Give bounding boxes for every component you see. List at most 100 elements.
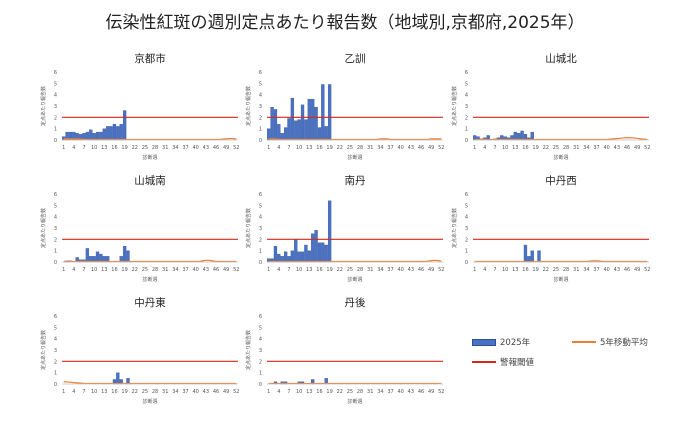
bar: [85, 131, 90, 141]
x-tick-label: 40: [193, 267, 199, 273]
y-tick-label: 4: [259, 337, 262, 343]
bar: [327, 200, 332, 263]
x-tick-label: 31: [162, 389, 168, 395]
x-tick-label: 16: [111, 267, 117, 273]
y-axis-label: 定点あたり報告数: [245, 208, 252, 248]
x-tick-label: 28: [152, 389, 158, 395]
x-tick-label: 37: [182, 145, 188, 151]
y-tick-label: 3: [54, 226, 57, 232]
y-tick-label: 2: [465, 237, 468, 243]
x-tick-label: 4: [277, 145, 280, 151]
x-tick-label: 4: [72, 389, 75, 395]
y-tick-label: 5: [54, 203, 57, 209]
x-tick-label: 46: [624, 145, 630, 151]
y-tick-label: 5: [259, 81, 262, 87]
x-tick-label: 1: [62, 267, 65, 273]
x-tick-label: 37: [593, 145, 599, 151]
y-tick-label: 3: [54, 104, 57, 110]
x-tick-label: 52: [438, 389, 444, 395]
x-axis-label: 診断週: [347, 398, 362, 405]
bar: [89, 129, 93, 141]
x-tick-label: 25: [347, 267, 353, 273]
x-tick-label: 25: [142, 145, 148, 151]
x-tick-label: 10: [502, 145, 508, 151]
y-tick-label: 2: [54, 115, 57, 121]
x-tick-label: 10: [91, 145, 97, 151]
x-tick-label: 13: [101, 145, 107, 151]
y-tick-label: 6: [259, 70, 262, 76]
y-tick-label: 2: [54, 359, 57, 365]
x-tick-label: 1: [473, 145, 476, 151]
legend-avg-swatch: [572, 341, 596, 343]
x-tick-label: 34: [172, 389, 178, 395]
x-tick-label: 13: [306, 389, 312, 395]
y-tick-label: 6: [54, 314, 57, 320]
y-tick-label: 1: [54, 371, 57, 377]
bar: [290, 250, 295, 263]
legend-bar-swatch: [472, 338, 496, 346]
y-tick-label: 6: [54, 192, 57, 198]
x-axis-label: 診断週: [142, 154, 157, 161]
x-tick-label: 4: [72, 267, 75, 273]
x-tick-label: 16: [111, 389, 117, 395]
x-tick-label: 4: [72, 145, 75, 151]
x-tick-label: 37: [182, 267, 188, 273]
x-tick-label: 34: [172, 145, 178, 151]
x-tick-label: 25: [553, 267, 559, 273]
bar: [85, 248, 90, 263]
y-tick-label: 4: [54, 215, 57, 221]
avg-line: [268, 259, 442, 263]
y-tick-label: 6: [259, 314, 262, 320]
y-tick-label: 2: [259, 115, 262, 121]
avg-line: [63, 259, 237, 263]
x-tick-label: 22: [132, 267, 138, 273]
bar: [324, 244, 328, 263]
bar: [122, 245, 127, 263]
bar: [287, 118, 291, 141]
bar: [122, 110, 127, 141]
x-tick-label: 19: [326, 267, 332, 273]
y-tick-label: 1: [465, 249, 468, 255]
x-axis-label: 診断週: [553, 154, 568, 161]
avg-line: [63, 138, 237, 141]
x-tick-label: 40: [604, 145, 610, 151]
bar: [314, 106, 318, 141]
x-tick-label: 19: [121, 267, 127, 273]
x-tick-label: 37: [593, 267, 599, 273]
bar: [297, 251, 301, 263]
y-tick-label: 5: [54, 81, 57, 87]
bar: [311, 233, 315, 263]
x-tick-label: 22: [543, 267, 549, 273]
x-tick-label: 13: [306, 267, 312, 273]
x-axis-label: 診断週: [347, 276, 362, 283]
legend-label-2025: 2025年: [500, 338, 531, 348]
x-tick-label: 13: [512, 145, 518, 151]
avg-line: [268, 138, 442, 141]
x-tick-label: 31: [367, 267, 373, 273]
x-tick-label: 49: [223, 267, 229, 273]
bar: [126, 250, 130, 263]
legend-item-threshold: 警報閾値: [472, 356, 534, 368]
x-tick-label: 19: [326, 389, 332, 395]
x-tick-label: 19: [326, 145, 332, 151]
x-axis-label: 診断週: [142, 276, 157, 283]
legend-label-average: 5年移動平均: [600, 338, 648, 348]
x-tick-label: 43: [203, 389, 209, 395]
page-title: 伝染性紅斑の週別定点あたり報告数（地域別,京都府,2025年）: [105, 13, 585, 33]
bar: [300, 104, 305, 141]
x-tick-label: 13: [101, 389, 107, 395]
x-tick-label: 16: [522, 267, 528, 273]
x-tick-label: 46: [418, 267, 424, 273]
y-tick-label: 2: [465, 115, 468, 121]
bar: [270, 106, 274, 141]
chart-title: 中丹西: [545, 174, 577, 187]
y-axis-label: 定点あたり報告数: [245, 330, 252, 370]
y-tick-label: 4: [259, 93, 262, 99]
x-axis-label: 診断週: [347, 154, 362, 161]
x-tick-label: 16: [316, 145, 322, 151]
x-tick-label: 22: [337, 389, 343, 395]
